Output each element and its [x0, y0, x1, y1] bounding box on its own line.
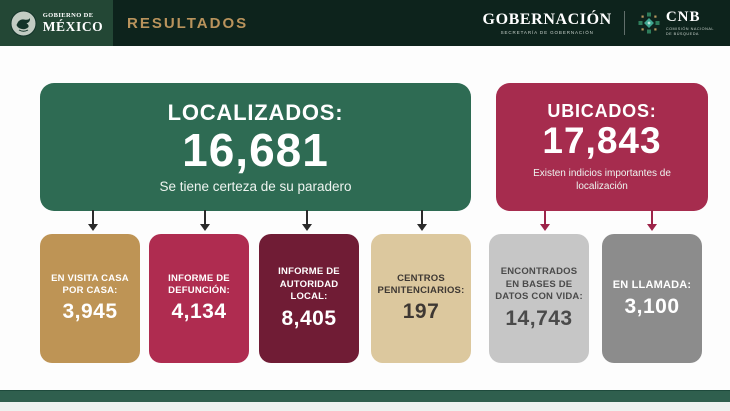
localizados-summary-card: LOCALIZADOS: 16,681 Se tiene certeza de …	[40, 83, 471, 211]
breakdown-label: INFORME DE AUTORIDAD LOCAL:	[278, 266, 340, 303]
ubicados-summary-card: UBICADOS: 17,843 Existen indicios import…	[496, 83, 708, 211]
breakdown-label: ENCONTRADOS EN BASES DE DATOS CON VIDA:	[495, 266, 583, 303]
cnb-emblem-icon	[638, 12, 660, 34]
cnb-name: CNB	[665, 8, 701, 25]
localizados-value: 16,681	[182, 123, 329, 176]
down-arrow-icon	[539, 210, 551, 232]
breakdown-value: 8,405	[281, 306, 337, 330]
down-arrow-icon	[646, 210, 658, 232]
breakdown-value: 4,134	[171, 300, 227, 324]
page-title: RESULTADOS	[127, 14, 249, 32]
ubicados-value: 17,843	[542, 120, 662, 162]
gobierno-line2: MÉXICO	[42, 19, 104, 34]
down-arrow-icon	[199, 210, 211, 232]
down-arrow-icon	[301, 210, 313, 232]
ubicados-title: UBICADOS:	[547, 101, 657, 122]
breakdown-value: 197	[402, 300, 440, 324]
breakdown-label: EN VISITA CASA POR CASA:	[51, 272, 129, 296]
header-divider	[623, 11, 625, 35]
gobierno-de-mexico-logo: GOBIERNO DE MÉXICO	[0, 0, 113, 46]
down-arrow-icon	[416, 210, 428, 232]
breakdown-value: 3,945	[62, 300, 118, 324]
breakdown-card-informe-defuncion: INFORME DE DEFUNCIÓN: 4,134	[149, 234, 249, 363]
header-bar: GOBIERNO DE MÉXICO RESULTADOS GOBERNACIÓ…	[0, 0, 730, 46]
cnb-subtitle-line1: COMISIÓN NACIONAL	[665, 26, 714, 31]
breakdown-label: EN LLAMADA:	[612, 278, 692, 291]
down-arrow-icon	[87, 210, 99, 232]
breakdown-value: 14,743	[505, 306, 573, 330]
breakdown-card-centros-penitenciarios: CENTROS PENITENCIARIOS: 197	[371, 234, 471, 363]
cnb-wordmark: CNB COMISIÓN NACIONAL DE BÚSQUEDA	[665, 8, 714, 37]
gobernacion-wordmark: GOBERNACIÓN	[482, 11, 612, 28]
gobernacion-logo: GOBERNACIÓN SECRETARÍA DE GOBERNACIÓN	[483, 11, 612, 35]
gobierno-wordmark: GOBIERNO DE MÉXICO	[42, 11, 104, 34]
gobierno-line1: GOBIERNO DE	[42, 11, 94, 19]
breakdown-label: INFORME DE DEFUNCIÓN:	[168, 272, 230, 296]
cnb-subtitle: COMISIÓN NACIONAL DE BÚSQUEDA	[666, 27, 714, 37]
breakdown-value: 3,100	[624, 295, 680, 319]
mexico-eagle-emblem-icon	[10, 10, 37, 36]
localizados-title: LOCALIZADOS:	[167, 99, 344, 125]
footer-light-strip	[0, 402, 730, 411]
breakdown-card-bases-de-datos: ENCONTRADOS EN BASES DE DATOS CON VIDA: …	[489, 234, 589, 363]
breakdown-card-en-llamada: EN LLAMADA: 3,100	[602, 234, 702, 363]
breakdown-card-autoridad-local: INFORME DE AUTORIDAD LOCAL: 8,405	[259, 234, 359, 363]
cnb-logo: CNB COMISIÓN NACIONAL DE BÚSQUEDA	[637, 8, 714, 37]
header-right-logos: GOBERNACIÓN SECRETARÍA DE GOBERNACIÓN	[483, 8, 730, 37]
ubicados-subtitle: Existen indicios importantes de localiza…	[533, 167, 671, 192]
localizados-subtitle: Se tiene certeza de su paradero	[159, 179, 352, 195]
breakdown-card-visita-casa: EN VISITA CASA POR CASA: 3,945	[40, 234, 140, 363]
breakdown-label: CENTROS PENITENCIARIOS:	[377, 272, 465, 296]
gobernacion-subtitle: SECRETARÍA DE GOBERNACIÓN	[500, 30, 594, 35]
cnb-subtitle-line2: DE BÚSQUEDA	[665, 31, 699, 36]
footer-green-bar	[0, 390, 730, 402]
